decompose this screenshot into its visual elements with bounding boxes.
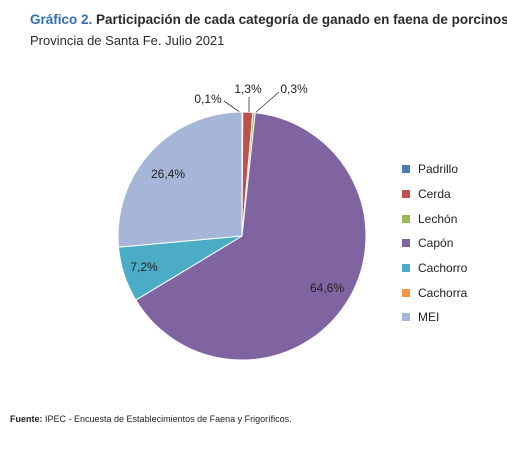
legend-label: Cachorro <box>418 261 468 276</box>
legend-label: MEI <box>418 310 440 325</box>
legend-swatch <box>402 190 410 199</box>
data-label-padrillo: 0,1% <box>194 92 222 106</box>
legend-swatch <box>402 264 410 273</box>
source-label: Fuente: <box>10 414 43 424</box>
chart-subtitle: Provincia de Santa Fe. Julio 2021 <box>30 33 225 48</box>
legend-label: Cerda <box>418 187 451 202</box>
data-label-mei: 26,4% <box>151 167 185 181</box>
legend-swatch <box>402 214 410 223</box>
leader-line-padrillo <box>223 100 242 114</box>
source-note: Fuente: IPEC - Encuesta de Establecimien… <box>10 414 292 424</box>
data-label-cerda: 1,3% <box>234 82 262 96</box>
chart-legend: Padrillo Cerda Lechón Capón Cachorro Cachorra… <box>402 157 467 330</box>
legend-item-cerda: Cerda <box>402 182 467 207</box>
chart-title-text: Participación de cada categoría de ganad… <box>96 12 507 27</box>
legend-label: Capón <box>418 236 454 251</box>
legend-item-cachorra: Cachorra <box>402 280 467 305</box>
legend-label: Cachorra <box>418 285 468 300</box>
data-label-lechon: 0,3% <box>280 82 308 96</box>
legend-swatch <box>402 288 410 297</box>
legend-item-lechon: Lechón <box>402 206 467 231</box>
pie-slice-capon <box>135 112 367 361</box>
legend-item-mei: MEI <box>402 305 467 330</box>
legend-swatch <box>402 239 410 248</box>
chart-title-number: Gráfico 2. <box>30 12 93 27</box>
source-text: IPEC - Encuesta de Establecimientos de F… <box>45 414 292 424</box>
legend-label: Lechón <box>418 211 458 226</box>
leader-line-lechon <box>254 91 280 114</box>
legend-item-capon: Capón <box>402 231 467 256</box>
legend-label: Padrillo <box>418 162 459 177</box>
pie-slice-mei <box>117 111 243 248</box>
chart-title: Gráfico 2. Participación de cada categor… <box>30 12 507 27</box>
legend-item-padrillo: Padrillo <box>402 157 467 182</box>
data-label-capon: 64,6% <box>310 281 344 295</box>
data-label-cachorro: 7,2% <box>130 260 158 274</box>
legend-swatch <box>402 313 410 322</box>
legend-item-cachorro: Cachorro <box>402 256 467 281</box>
legend-swatch <box>402 165 410 174</box>
